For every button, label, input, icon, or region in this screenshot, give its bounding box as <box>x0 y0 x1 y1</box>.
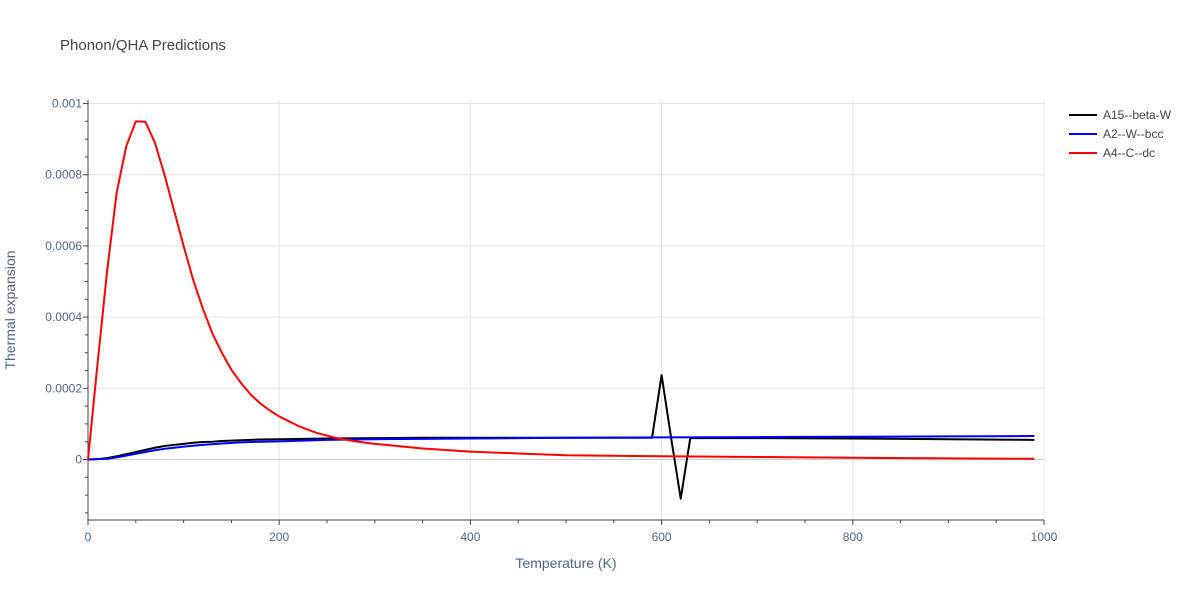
series-lines <box>87 120 1035 500</box>
legend: A15--beta-W A2--W--bcc A4--C--dc <box>1069 108 1172 160</box>
y-axis-title: Thermal expansion <box>2 250 18 369</box>
legend-label: A2--W--bcc <box>1103 127 1163 141</box>
y-tick-label: 0.0004 <box>45 310 82 324</box>
series-line-0 <box>87 374 1035 500</box>
y-tick-label: 0.0002 <box>45 381 82 395</box>
y-tick-label: 0 <box>75 452 82 466</box>
grid-lines <box>88 100 1045 520</box>
x-tick-label: 0 <box>85 530 92 544</box>
x-tick-label: 200 <box>269 530 289 544</box>
x-tick-label: 600 <box>652 530 672 544</box>
x-tick-label: 800 <box>843 530 863 544</box>
y-tick-label: 0.001 <box>52 97 82 111</box>
axes <box>83 100 1045 525</box>
y-tick-label: 0.0008 <box>45 168 82 182</box>
legend-label: A15--beta-W <box>1103 108 1172 122</box>
legend-label: A4--C--dc <box>1103 146 1155 160</box>
y-tick-label: 0.0006 <box>45 239 82 253</box>
series-line-1 <box>87 435 1035 461</box>
x-tick-label: 400 <box>460 530 480 544</box>
x-axis-title: Temperature (K) <box>515 555 616 571</box>
chart-title: Phonon/QHA Predictions <box>60 37 226 54</box>
x-tick-label: 1000 <box>1031 530 1058 544</box>
x-tick-labels: 0 200 400 600 800 1000 <box>85 530 1058 544</box>
series-line-2 <box>87 120 1035 460</box>
y-tick-labels: 0 0.0002 0.0004 0.0006 0.0008 0.001 <box>45 97 82 467</box>
